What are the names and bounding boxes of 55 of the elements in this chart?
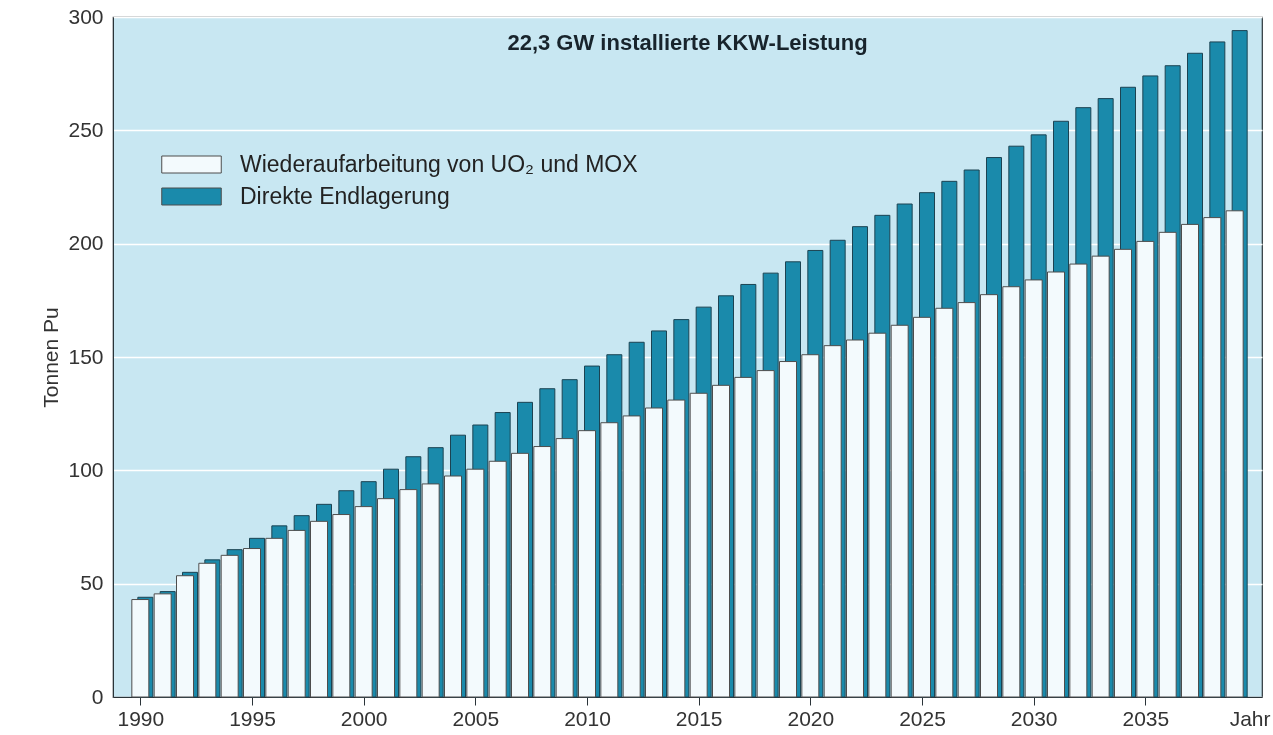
y-tick-label: 100 xyxy=(68,457,104,481)
bar xyxy=(667,399,686,698)
y-tick-label: 150 xyxy=(68,344,104,368)
x-tick-label: 2000 xyxy=(340,706,388,730)
bar xyxy=(131,599,150,698)
x-tick-label: 1990 xyxy=(117,706,165,730)
x-axis-title: Jahr xyxy=(1229,706,1271,730)
bar xyxy=(511,452,529,698)
bar xyxy=(712,384,730,698)
bar xyxy=(332,514,351,698)
y-tick-label: 300 xyxy=(68,4,104,28)
bar xyxy=(600,422,619,698)
bar xyxy=(153,593,172,698)
bar xyxy=(578,430,596,698)
bar xyxy=(1047,271,1065,698)
bar xyxy=(198,562,217,698)
bar xyxy=(1203,217,1222,698)
x-tick-label: 2005 xyxy=(452,706,500,730)
bar xyxy=(868,332,887,698)
x-tick-label: 1995 xyxy=(229,706,276,730)
y-axis-title: Tonnen Pu xyxy=(38,307,62,408)
bar xyxy=(533,446,552,698)
text: 22,3 GW installierte KKW-Leistung xyxy=(507,30,868,55)
x-tick-label: 2010 xyxy=(564,706,611,730)
bar xyxy=(1181,223,1199,698)
bar xyxy=(466,468,485,698)
bar xyxy=(734,376,753,698)
bar xyxy=(846,339,864,698)
x-tick-label: 2025 xyxy=(899,706,946,730)
legend-label: Direkte Endlagerung xyxy=(240,182,450,209)
bar xyxy=(779,361,797,698)
y-tick-label: 200 xyxy=(68,231,104,255)
x-tick-label: 2020 xyxy=(787,706,835,730)
bar xyxy=(243,548,261,698)
x-tick-label: 2035 xyxy=(1122,706,1170,730)
bar xyxy=(913,316,931,698)
y-tick-label: 0 xyxy=(91,684,104,708)
bar xyxy=(310,520,328,698)
bar xyxy=(1002,286,1021,698)
y-tick-label: 50 xyxy=(80,571,104,595)
bar xyxy=(1069,263,1088,698)
x-tick-label: 2015 xyxy=(675,706,723,730)
bar xyxy=(399,489,418,698)
bar xyxy=(801,354,820,698)
y-tick-label: 250 xyxy=(68,117,104,141)
bar xyxy=(1114,248,1132,698)
bar xyxy=(935,307,954,698)
legend-label: Wiederaufarbeitung von UO₂ und MOX xyxy=(240,150,638,177)
x-tick-label: 2030 xyxy=(1010,706,1058,730)
bar xyxy=(1136,240,1155,698)
bar xyxy=(444,475,462,698)
bar xyxy=(645,407,663,698)
bar xyxy=(377,498,395,698)
bar xyxy=(980,294,998,698)
bar xyxy=(265,537,284,698)
